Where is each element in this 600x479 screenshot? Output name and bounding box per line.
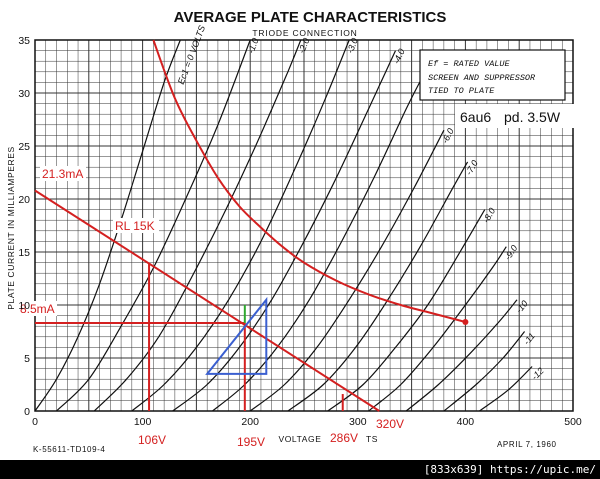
curve-label: -12 [529, 366, 545, 382]
curve-label: -7.0 [464, 158, 480, 176]
note-line-1: Ef = RATED VALUE [428, 59, 511, 69]
v-high-label: 286V [330, 431, 358, 445]
plate-curve [131, 39, 350, 412]
footer-code: K-55611-TD109-4 [33, 445, 105, 454]
tube-type-label: 6au6 [460, 109, 491, 125]
max-dissipation-curve [152, 39, 466, 323]
v-supply-label: 320V [376, 417, 404, 431]
iq-label: 8.5mA [20, 302, 55, 316]
v-q-label: 195V [237, 435, 265, 449]
plate-curve [172, 50, 397, 412]
v-low-label: 106V [138, 433, 166, 447]
curve-label: -6.0 [440, 127, 456, 145]
plate-curve [249, 129, 445, 412]
plate-curve [327, 209, 486, 412]
y-tick-label: 25 [18, 141, 30, 153]
x-tick-label: 500 [564, 416, 582, 428]
plate-curve [368, 246, 507, 412]
y-tick-label: 10 [18, 300, 30, 312]
plate-curve [405, 299, 518, 412]
plate-curves [34, 39, 533, 412]
chart-grid [34, 39, 574, 412]
y-tick-label: 35 [18, 35, 30, 47]
curve-label: Ec1 = 0 VOLTS [176, 24, 207, 86]
x-tick-label: 200 [241, 416, 259, 428]
load-line-label: RL 15K [115, 219, 155, 233]
tube-label-bg [455, 104, 575, 128]
imax-label: 21.3mA [42, 167, 83, 181]
chart-subtitle: TRIODE CONNECTION [252, 28, 357, 38]
curve-label: -9.0 [503, 243, 520, 261]
note-box [419, 49, 566, 101]
y-tick-label: 15 [18, 247, 30, 259]
footer-date: APRIL 7, 1960 [497, 440, 557, 449]
load-line-label-bg [113, 218, 159, 233]
plate-curve [56, 39, 251, 412]
curve-label: -8.0 [481, 206, 497, 224]
plate-curve [443, 331, 526, 412]
x-tick-label: 0 [32, 416, 38, 428]
plate-curve [34, 39, 181, 412]
load-line [34, 189, 380, 412]
y-tick-label: 20 [18, 194, 30, 206]
x-tick-label: 100 [134, 416, 152, 428]
x-axis-label-suffix: TS [366, 434, 378, 444]
curve-label: -4.0 [391, 47, 407, 65]
chart-title: AVERAGE PLATE CHARACTERISTICS [174, 9, 447, 26]
plate-curve [93, 39, 302, 412]
note-line-3: TIED TO PLATE [428, 86, 495, 96]
plot-frame [34, 39, 574, 412]
y-tick-label: 0 [24, 406, 30, 418]
y-tick-label: 5 [24, 353, 30, 365]
watermark-bar [0, 460, 600, 479]
imax-label-bg [40, 166, 86, 181]
annotation-overlays: 21.3mA 8.5mA RL 15K 106V 195V 286V 320V [18, 39, 469, 449]
y-axis-label: PLATE CURRENT IN MILLIAMPERES [6, 146, 16, 310]
plate-curve [212, 76, 423, 412]
dissipation-label: pd. 3.5W [504, 109, 561, 125]
signal-swing-triangle [205, 296, 268, 375]
watermark-text: [833x639] https://upic.me/ [424, 463, 596, 476]
y-tick-label: 30 [18, 88, 30, 100]
x-tick-label: 300 [349, 416, 367, 428]
iq-label-bg [18, 301, 57, 316]
plate-curve [479, 366, 533, 412]
x-axis-label: VOLTAGE [278, 434, 321, 444]
dissipation-end-marker [462, 318, 469, 325]
x-tick-label: 400 [457, 416, 475, 428]
note-line-2: SCREEN AND SUPPRESSOR [428, 73, 536, 83]
plate-curve [287, 161, 469, 412]
